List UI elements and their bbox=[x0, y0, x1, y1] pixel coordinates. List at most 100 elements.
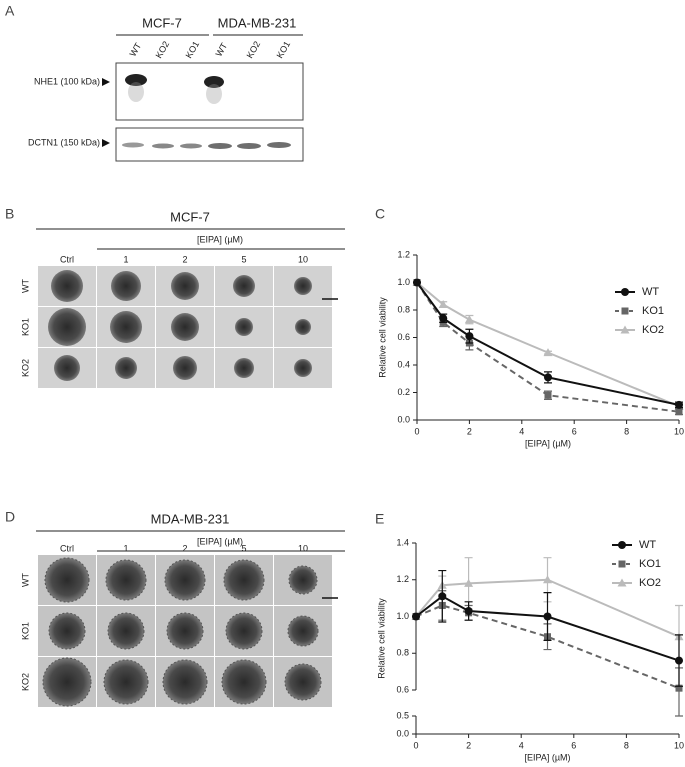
spheroid bbox=[284, 663, 322, 701]
data-point bbox=[464, 606, 473, 615]
treatment-label: [EIPA] (µM) bbox=[197, 536, 243, 546]
y-tick-label: 1.0 bbox=[396, 611, 409, 621]
legend-marker bbox=[621, 307, 629, 315]
spheroid bbox=[233, 275, 255, 297]
x-tick-label: 0 bbox=[413, 740, 418, 750]
data-point bbox=[464, 578, 474, 587]
x-tick-label: 8 bbox=[624, 426, 629, 436]
series-line bbox=[416, 281, 680, 408]
spheroid bbox=[234, 358, 254, 378]
y-tick-label: 0.0 bbox=[396, 728, 409, 738]
row-label: WT bbox=[20, 573, 30, 587]
x-tick-label: 6 bbox=[571, 740, 576, 750]
column-label: 10 bbox=[298, 254, 308, 264]
y-tick-label: 0.8 bbox=[396, 648, 409, 658]
spheroid bbox=[221, 659, 267, 705]
y-tick-label: 0.6 bbox=[397, 332, 410, 342]
spheroid bbox=[235, 318, 253, 336]
x-tick-label: 10 bbox=[674, 740, 684, 750]
data-point bbox=[543, 575, 552, 584]
legend-marker bbox=[618, 560, 626, 568]
legend-label: KO1 bbox=[639, 558, 661, 570]
data-point bbox=[438, 300, 448, 308]
lane-label: KO1 bbox=[275, 39, 293, 60]
y-axis-label: Relative cell viability bbox=[377, 297, 387, 378]
blot-row-label: NHE1 (100 kDa) bbox=[34, 76, 100, 86]
data-point bbox=[439, 314, 448, 323]
spheroid bbox=[48, 308, 86, 346]
data-point bbox=[544, 373, 552, 382]
row-label: KO2 bbox=[20, 359, 30, 377]
lane-label: KO1 bbox=[184, 39, 202, 60]
x-tick-label: 10 bbox=[674, 426, 684, 436]
lane-label: WT bbox=[214, 41, 230, 59]
data-point bbox=[412, 612, 420, 621]
spheroid bbox=[294, 359, 312, 377]
spheroid bbox=[103, 659, 149, 705]
y-tick-label: 1.2 bbox=[396, 574, 409, 584]
x-tick-label: 0 bbox=[414, 426, 419, 436]
band-smear bbox=[128, 82, 144, 102]
y-tick-label: 0.4 bbox=[397, 359, 410, 369]
spheroid bbox=[44, 557, 90, 603]
legend-label: KO2 bbox=[639, 577, 661, 589]
spheroid bbox=[42, 657, 92, 707]
y-tick-label: 1.4 bbox=[396, 537, 409, 547]
x-tick-label: 4 bbox=[519, 740, 524, 750]
data-point bbox=[675, 400, 683, 409]
legend-label: WT bbox=[639, 539, 656, 551]
row-label: KO1 bbox=[20, 318, 30, 336]
legend-marker bbox=[620, 325, 630, 334]
column-label: Ctrl bbox=[60, 254, 74, 264]
blot-row-label: DCTN1 (150 kDa) bbox=[28, 137, 100, 147]
dctn1-bands bbox=[122, 142, 291, 149]
data-point bbox=[543, 348, 553, 357]
spheroid bbox=[225, 612, 263, 650]
data-point bbox=[675, 656, 683, 665]
x-tick-label: 8 bbox=[624, 740, 629, 750]
row-label: KO2 bbox=[20, 673, 30, 691]
column-label: Ctrl bbox=[60, 543, 74, 553]
blot-box bbox=[115, 62, 304, 121]
spheroid bbox=[171, 313, 199, 341]
legend-label: KO1 bbox=[642, 305, 664, 317]
spheroid bbox=[295, 319, 311, 335]
legend-marker bbox=[617, 578, 627, 587]
column-label: 1 bbox=[123, 543, 128, 553]
spheroid bbox=[54, 355, 80, 381]
spheroid bbox=[166, 612, 204, 650]
data-point bbox=[543, 612, 552, 621]
y-tick-label: 1.0 bbox=[397, 277, 410, 287]
arrow-icon bbox=[102, 139, 110, 147]
data-point bbox=[675, 408, 683, 416]
spheroid bbox=[48, 612, 86, 650]
data-point bbox=[438, 592, 447, 601]
series-line bbox=[416, 281, 680, 406]
column-label: 1 bbox=[123, 254, 128, 264]
grid-title: MDA-MB-231 bbox=[151, 511, 230, 526]
y-tick-label: 1.2 bbox=[397, 249, 410, 259]
blot-group: MDA-MB-231 bbox=[218, 15, 297, 30]
spheroid bbox=[173, 356, 197, 380]
legend-marker bbox=[621, 288, 629, 296]
y-tick-label: 0.0 bbox=[397, 414, 410, 424]
legend-label: KO2 bbox=[642, 324, 664, 336]
data-point bbox=[465, 332, 474, 341]
row-label: WT bbox=[20, 279, 30, 293]
spheroid bbox=[51, 270, 83, 302]
spheroid bbox=[110, 311, 142, 343]
x-tick-label: 4 bbox=[519, 426, 524, 436]
spheroid bbox=[162, 659, 208, 705]
data-point bbox=[675, 684, 683, 692]
spheroid bbox=[164, 559, 206, 601]
y-tick-label: 0.6 bbox=[396, 684, 409, 694]
spheroid bbox=[171, 272, 199, 300]
spheroid bbox=[294, 277, 312, 295]
y-tick-label: 0.5 bbox=[396, 710, 409, 720]
arrow-icon bbox=[102, 78, 110, 86]
column-label: 5 bbox=[241, 543, 246, 553]
data-point bbox=[464, 315, 474, 324]
lane-label: KO2 bbox=[154, 39, 172, 60]
y-tick-label: 0.8 bbox=[397, 304, 410, 314]
